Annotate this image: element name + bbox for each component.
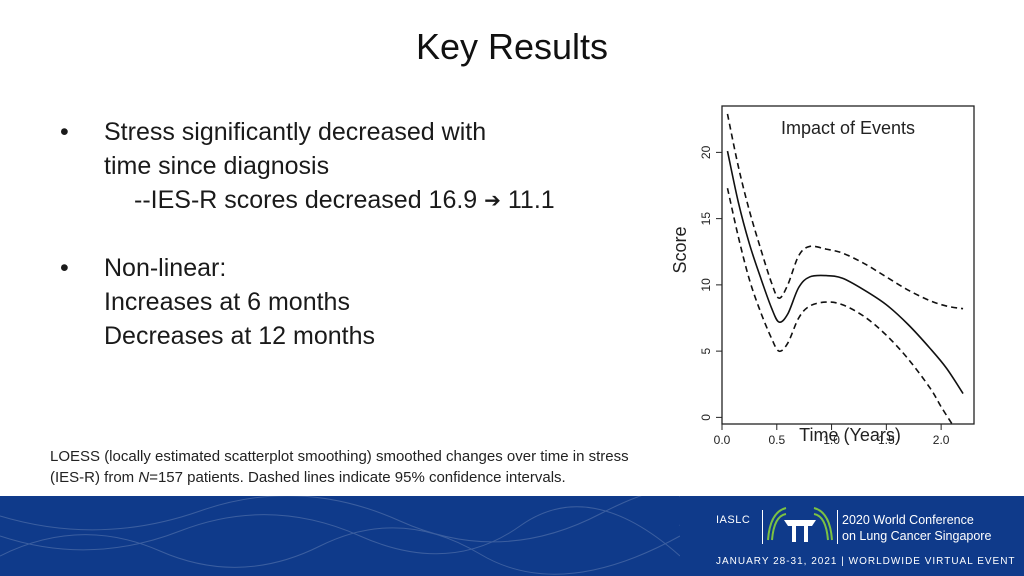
- bullet-marker: •: [60, 118, 69, 146]
- bullet-nonlinear: • Non-linear: Increases at 6 months Decr…: [60, 251, 660, 353]
- y-tick-label: 10: [699, 278, 713, 292]
- lower-ci-line: [726, 187, 953, 424]
- conference-name-line: 2020 World Conference: [842, 513, 974, 527]
- conference-emblem-icon: [762, 507, 838, 544]
- x-tick-label: 1.5: [878, 433, 895, 447]
- ies-r-change-text: --IES-R scores decreased 16.9: [134, 186, 478, 214]
- y-tick-label: 0: [699, 414, 713, 421]
- caption-text: =157 patients. Dashed lines indicate 95%…: [149, 469, 566, 486]
- conference-name: 2020 World Conference on Lung Cancer Sin…: [842, 512, 991, 544]
- caption-line-1: LOESS (locally estimated scatterplot smo…: [50, 448, 629, 465]
- y-tick-label: 15: [699, 212, 713, 226]
- conference-dates: JANUARY 28-31, 2021 | WORLDWIDE VIRTUAL …: [716, 556, 1016, 567]
- x-tick-label: 0.5: [768, 433, 785, 447]
- bullet-list: • Stress significantly decreased with ti…: [60, 115, 660, 353]
- conference-name-line: on Lung Cancer Singapore: [842, 529, 992, 543]
- y-axis-label: Score: [670, 226, 690, 273]
- bullet-line: Non-linear:: [104, 254, 227, 282]
- loess-chart: Impact of Events 0.0 0.5 1.0 1.5 2.0 0 5 10 15 20 T…: [670, 105, 975, 447]
- bullet-line: Stress significantly decreased with: [104, 118, 487, 146]
- footer-pattern-icon: [0, 496, 680, 575]
- conference-footer: IASLC 2020 World Conference on Lung Canc…: [0, 496, 1024, 576]
- loess-fit-line: [726, 150, 964, 394]
- bullet-line: Increases at 6 months: [104, 288, 350, 316]
- y-tick-label: 20: [699, 145, 713, 159]
- x-tick-label: 0.0: [714, 433, 731, 447]
- slide-title: Key Results: [415, 26, 609, 67]
- y-tick-label: 5: [699, 347, 713, 354]
- iaslc-logo-text: IASLC: [716, 514, 751, 526]
- x-axis-label: Time (Years): [799, 425, 901, 445]
- ies-r-final-value: 11.1: [507, 186, 555, 214]
- bullet-line: Decreases at 12 months: [104, 322, 375, 350]
- conference-logo: IASLC 2020 World Conference on Lung Canc…: [716, 506, 1016, 550]
- chart-title: Impact of Events: [781, 118, 915, 138]
- bullet-line: time since diagnosis: [104, 152, 330, 180]
- upper-ci-line: [726, 113, 964, 310]
- bullet-stress: • Stress significantly decreased with ti…: [60, 115, 660, 217]
- plot-frame: [721, 105, 975, 425]
- figure-caption: LOESS (locally estimated scatterplot smo…: [50, 446, 730, 488]
- bullet-subline: --IES-R scores decreased 16.9 ➔ 11.1: [104, 183, 660, 217]
- x-tick-label: 2.0: [933, 433, 950, 447]
- caption-line-2: (IES-R) from N=157 patients. Dashed line…: [50, 467, 730, 488]
- caption-n-symbol: N: [138, 469, 150, 486]
- right-arrow-icon: ➔: [484, 188, 501, 212]
- bullet-marker: •: [60, 254, 69, 282]
- caption-text: (IES-R) from: [50, 469, 139, 486]
- x-tick-label: 1.0: [823, 433, 840, 447]
